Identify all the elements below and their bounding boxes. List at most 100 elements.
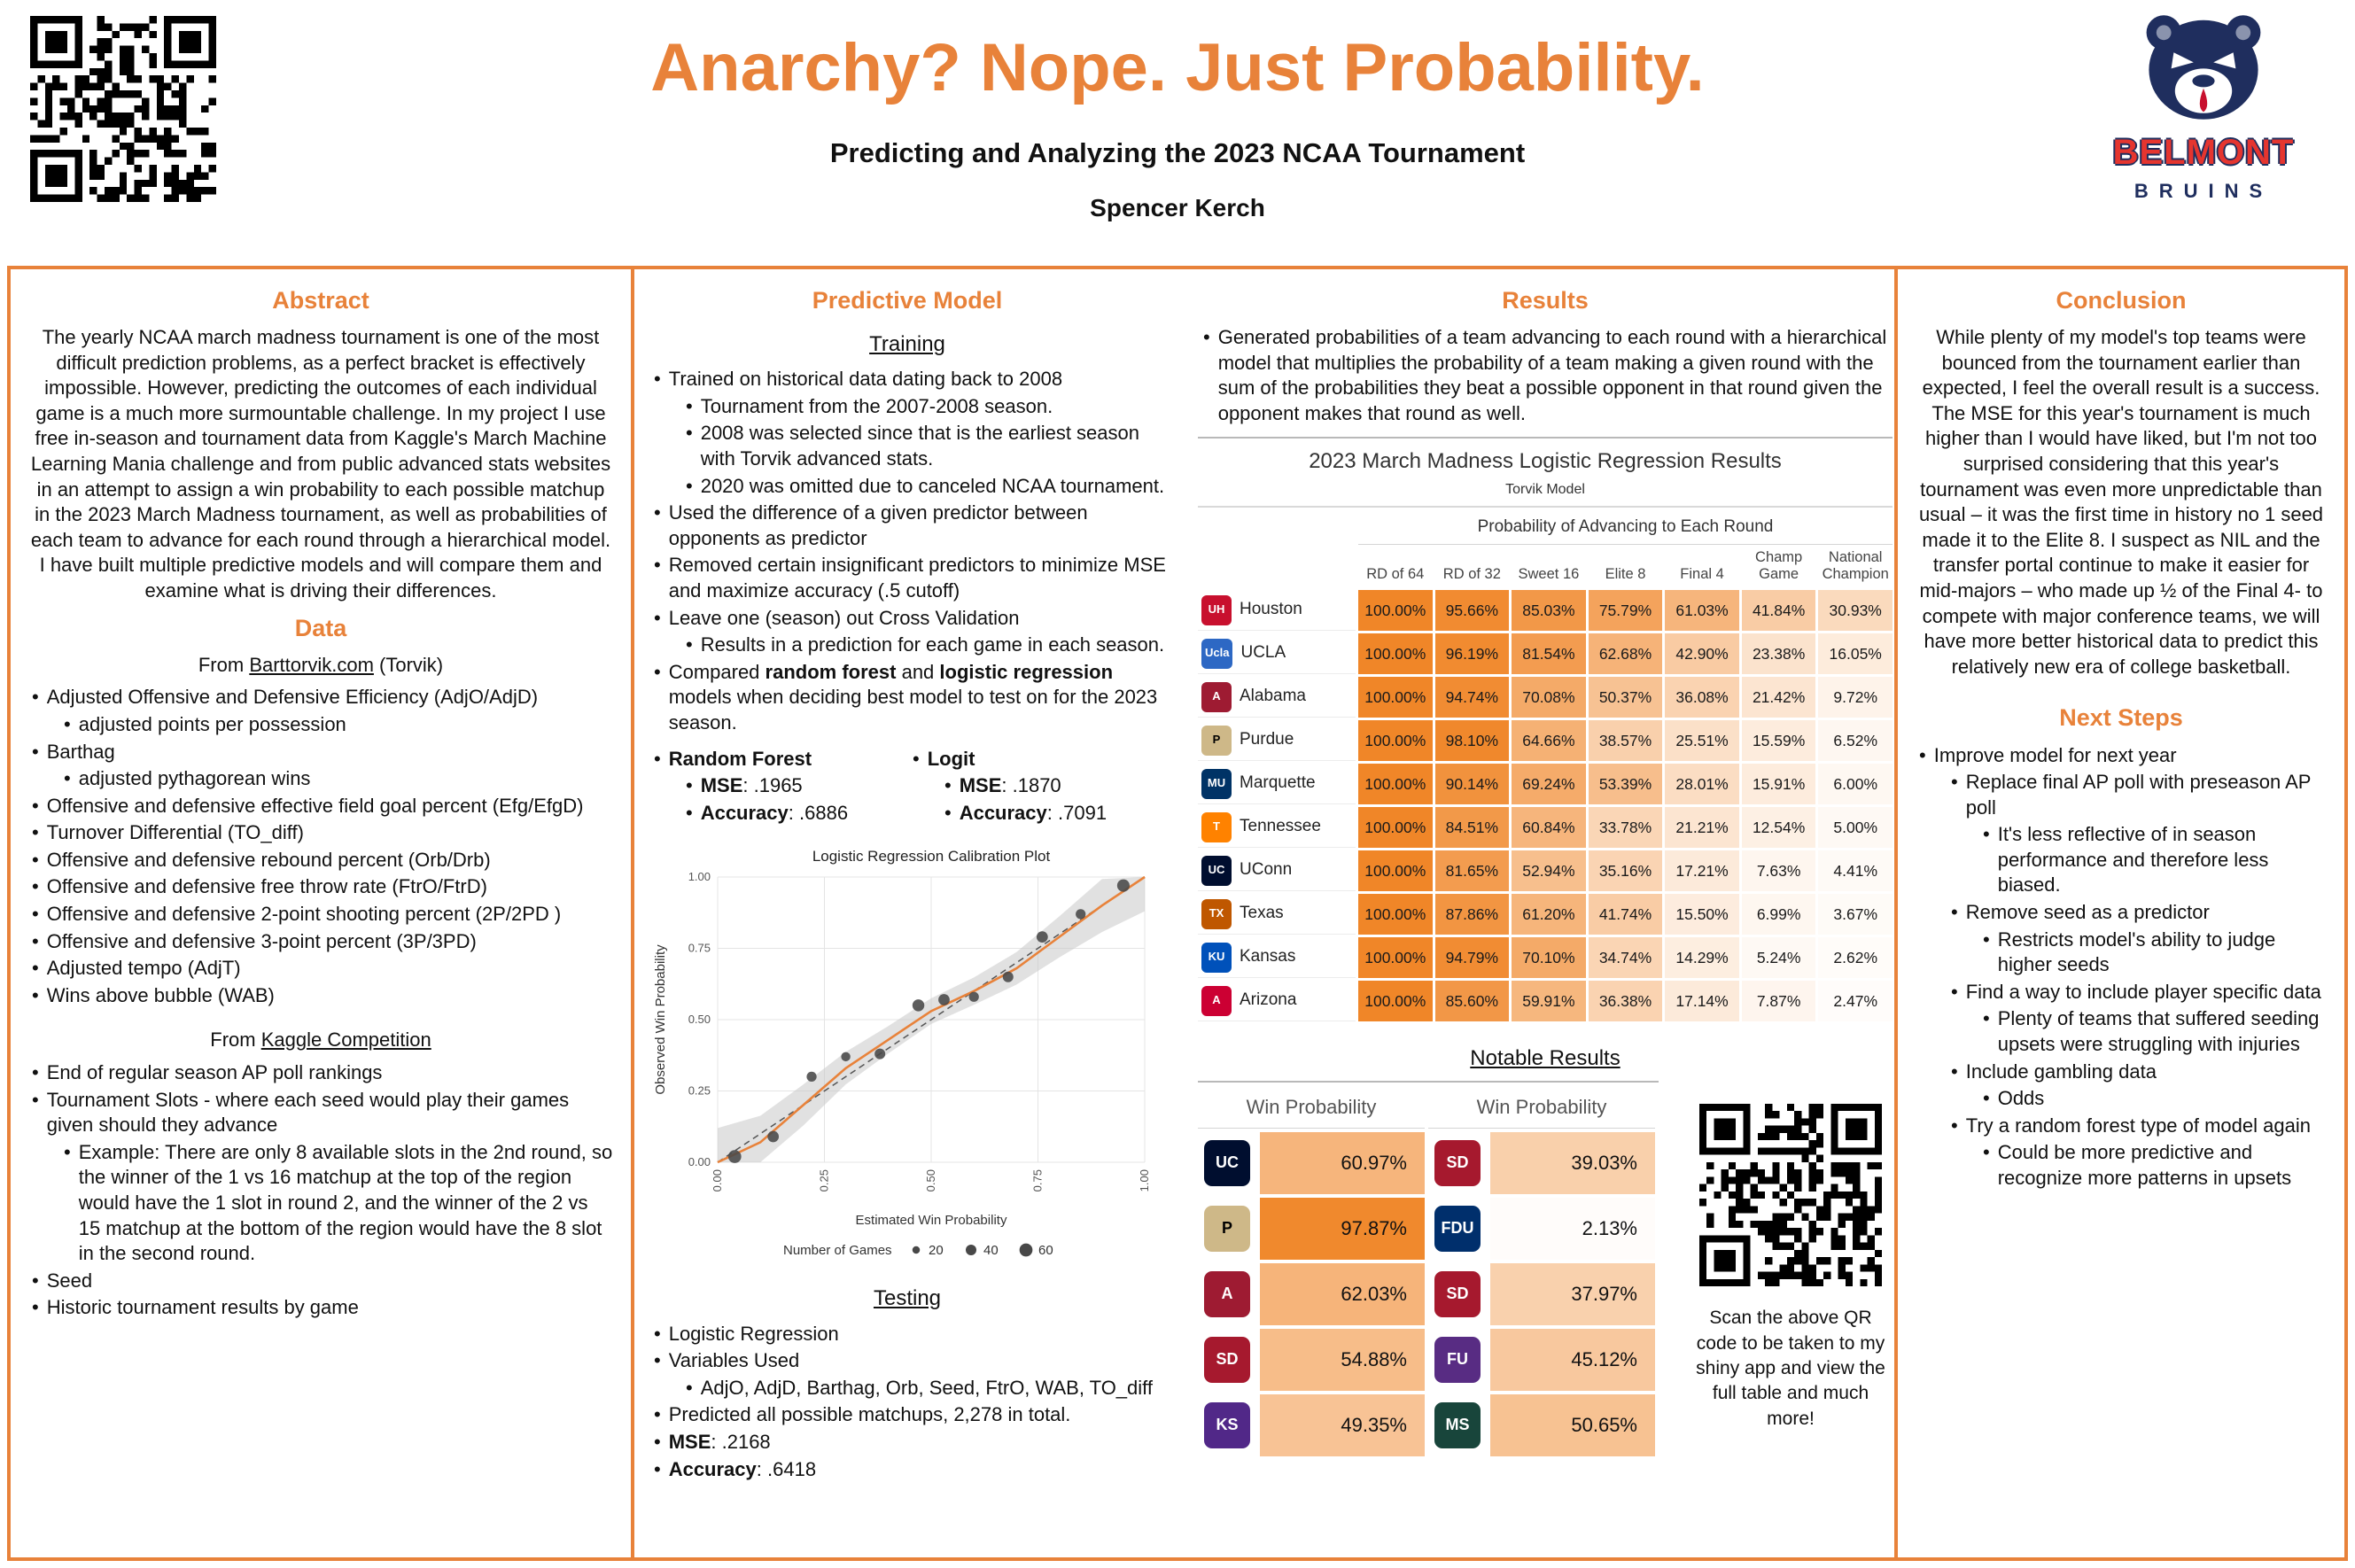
notable-results-area: Win Probability Win Probability UC 60.97% SD… bbox=[1198, 1081, 1893, 1456]
matchup-left-logo: UC bbox=[1198, 1132, 1256, 1194]
poster-subtitle: Predicting and Analyzing the 2023 NCAA T… bbox=[829, 136, 1526, 168]
shiny-app-qr-block: Scan the above QR code to be taken to my… bbox=[1689, 1081, 1893, 1432]
probability-cell: 23.38% bbox=[1741, 633, 1816, 675]
barttorvik-link[interactable]: Barttorvik.com bbox=[249, 653, 374, 676]
bullet-item: • Include gambling data bbox=[1951, 1060, 2328, 1085]
matchup-right-logo: FU bbox=[1428, 1329, 1487, 1391]
next-steps-heading: Next Steps bbox=[2059, 704, 2183, 732]
team-logo: TX bbox=[1201, 898, 1232, 929]
svg-text:Logistic Regression Calibratio: Logistic Regression Calibration Plot bbox=[812, 848, 1051, 865]
kaggle-link[interactable]: Kaggle Competition bbox=[260, 1029, 431, 1052]
team-cell: A Arizona bbox=[1198, 981, 1356, 1022]
bullet-item: • Offensive and defensive 3-point percent… bbox=[32, 929, 615, 955]
bullet-item: • Variables Used bbox=[654, 1348, 1166, 1374]
matchup-right-probability: 45.12% bbox=[1490, 1328, 1655, 1391]
bullet-icon: • bbox=[1951, 771, 1958, 794]
poster-body: Abstract The yearly NCAA march madness t… bbox=[7, 266, 2348, 1561]
bullet-item: • Removed certain insignificant predictor… bbox=[654, 554, 1166, 602]
table-title: 2023 March Madness Logistic Regression R… bbox=[1309, 449, 1782, 474]
abstract-heading: Abstract bbox=[272, 287, 369, 314]
probability-cell: 21.21% bbox=[1665, 807, 1739, 849]
svg-text:0.00: 0.00 bbox=[711, 1169, 724, 1192]
predictive-model-heading: Predictive Model bbox=[812, 287, 1003, 314]
bullet-item: • MSE: .1870 bbox=[944, 773, 1166, 799]
probability-cell: 30.93% bbox=[1818, 590, 1893, 632]
qr-code-top-left bbox=[30, 16, 216, 202]
probability-cell: 100.00% bbox=[1358, 677, 1433, 718]
bullet-item: • Tournament from the 2007-2008 season. bbox=[686, 394, 1166, 420]
training-subheading: Training bbox=[869, 332, 945, 357]
matchup-left-probability: 97.87% bbox=[1260, 1197, 1425, 1260]
probability-cell: 85.03% bbox=[1512, 590, 1586, 632]
predictive-model-column: Predictive Model Training • Trained on hi… bbox=[634, 269, 1180, 1557]
bullet-item: • Seed bbox=[32, 1269, 615, 1294]
bullet-item: • Remove seed as a predictor bbox=[1951, 900, 2328, 926]
probability-cell: 3.67% bbox=[1818, 894, 1893, 935]
bullet-icon: • bbox=[1951, 1060, 1958, 1083]
bullet-item: • Offensive and defensive free throw rate… bbox=[32, 874, 615, 900]
team-name: Kansas bbox=[1240, 947, 1296, 966]
probability-cell: 69.24% bbox=[1512, 764, 1586, 805]
svg-text:40: 40 bbox=[983, 1243, 999, 1258]
probability-cell: 85.60% bbox=[1434, 981, 1510, 1022]
probability-cell: 17.21% bbox=[1665, 850, 1739, 892]
bullet-item: • Turnover Differential (TO_diff) bbox=[32, 820, 615, 846]
bullet-icon: • bbox=[1983, 928, 1990, 951]
bullet-item: • Accuracy: .6886 bbox=[686, 801, 907, 827]
svg-text:1.00: 1.00 bbox=[1138, 1169, 1151, 1192]
bullet-icon: • bbox=[654, 1322, 661, 1345]
probability-cell: 62.68% bbox=[1588, 633, 1663, 675]
bullet-item: • MSE: .2168 bbox=[654, 1430, 1166, 1455]
matchup-left-logo: P bbox=[1198, 1198, 1256, 1260]
team-name: Marquette bbox=[1240, 773, 1316, 793]
bullet-item: • Logit bbox=[913, 747, 1166, 772]
svg-text:Number of Games: Number of Games bbox=[783, 1243, 892, 1258]
bullet-item: • Logistic Regression bbox=[654, 1322, 1166, 1347]
bullet-icon: • bbox=[32, 903, 39, 926]
random-forest-metrics: • Random Forest • MSE: .1965 • Accuracy: .688… bbox=[649, 745, 907, 828]
title-block: Anarchy? Nope. Just Probability. Predict… bbox=[372, 25, 1983, 224]
table-span-header: Probability of Advancing to Each Round bbox=[1358, 513, 1893, 546]
team-logo: FU bbox=[1434, 1336, 1481, 1383]
bullet-item: • Adjusted Offensive and Defensive Effici… bbox=[32, 685, 615, 710]
team-name: Texas bbox=[1240, 904, 1284, 923]
bullet-icon: • bbox=[32, 1296, 39, 1319]
bullet-icon: • bbox=[32, 875, 39, 898]
matchup-left-probability: 60.97% bbox=[1260, 1131, 1425, 1194]
notable-results-subheading: Notable Results bbox=[1470, 1046, 1621, 1071]
table-title-box: 2023 March Madness Logistic Regression R… bbox=[1198, 437, 1893, 508]
testing-subheading: Testing bbox=[873, 1286, 942, 1311]
probability-cell: 70.08% bbox=[1512, 677, 1586, 718]
bear-mascot-icon bbox=[2146, 15, 2261, 120]
bullet-icon: • bbox=[1951, 1114, 1958, 1137]
team-logo: SD bbox=[1204, 1336, 1250, 1383]
probability-cell: 12.54% bbox=[1741, 807, 1816, 849]
probability-cell: 28.01% bbox=[1665, 764, 1739, 805]
svg-text:0.75: 0.75 bbox=[688, 942, 711, 955]
team-logo: T bbox=[1201, 811, 1232, 842]
probability-cell: 5.24% bbox=[1741, 937, 1816, 979]
source-prefix: From bbox=[198, 653, 250, 676]
bullet-icon: • bbox=[913, 747, 920, 770]
torvik-predictor-list: • Adjusted Offensive and Defensive Effici… bbox=[27, 685, 615, 1008]
svg-text:20: 20 bbox=[929, 1243, 944, 1258]
bullet-item: • Predicted all possible matchups, 2,278 … bbox=[654, 1402, 1166, 1428]
probability-cell: 36.08% bbox=[1665, 677, 1739, 718]
probability-cell: 100.00% bbox=[1358, 850, 1433, 892]
table-subtitle: Torvik Model bbox=[1505, 481, 1585, 497]
probability-cell: 5.00% bbox=[1818, 807, 1893, 849]
bullet-icon: • bbox=[654, 1430, 661, 1453]
probability-cell: 4.41% bbox=[1818, 850, 1893, 892]
probability-cell: 41.84% bbox=[1741, 590, 1816, 632]
team-cell: TX Texas bbox=[1198, 894, 1356, 935]
testing-list: • Logistic Regression • Variables Used • AdjO… bbox=[649, 1322, 1166, 1483]
bullet-icon: • bbox=[686, 394, 693, 417]
bullet-icon: • bbox=[1983, 1141, 1990, 1164]
bullet-item: • It's less reflective of in season perfo… bbox=[1983, 823, 2269, 897]
matchup-right-probability: 50.65% bbox=[1490, 1393, 1655, 1456]
poster-title: Anarchy? Nope. Just Probability. bbox=[650, 30, 1705, 105]
matchup-right-probability: 2.13% bbox=[1490, 1197, 1655, 1260]
probability-cell: 61.03% bbox=[1665, 590, 1739, 632]
probability-cell: 25.51% bbox=[1665, 720, 1739, 762]
svg-text:0.75: 0.75 bbox=[1031, 1169, 1045, 1192]
